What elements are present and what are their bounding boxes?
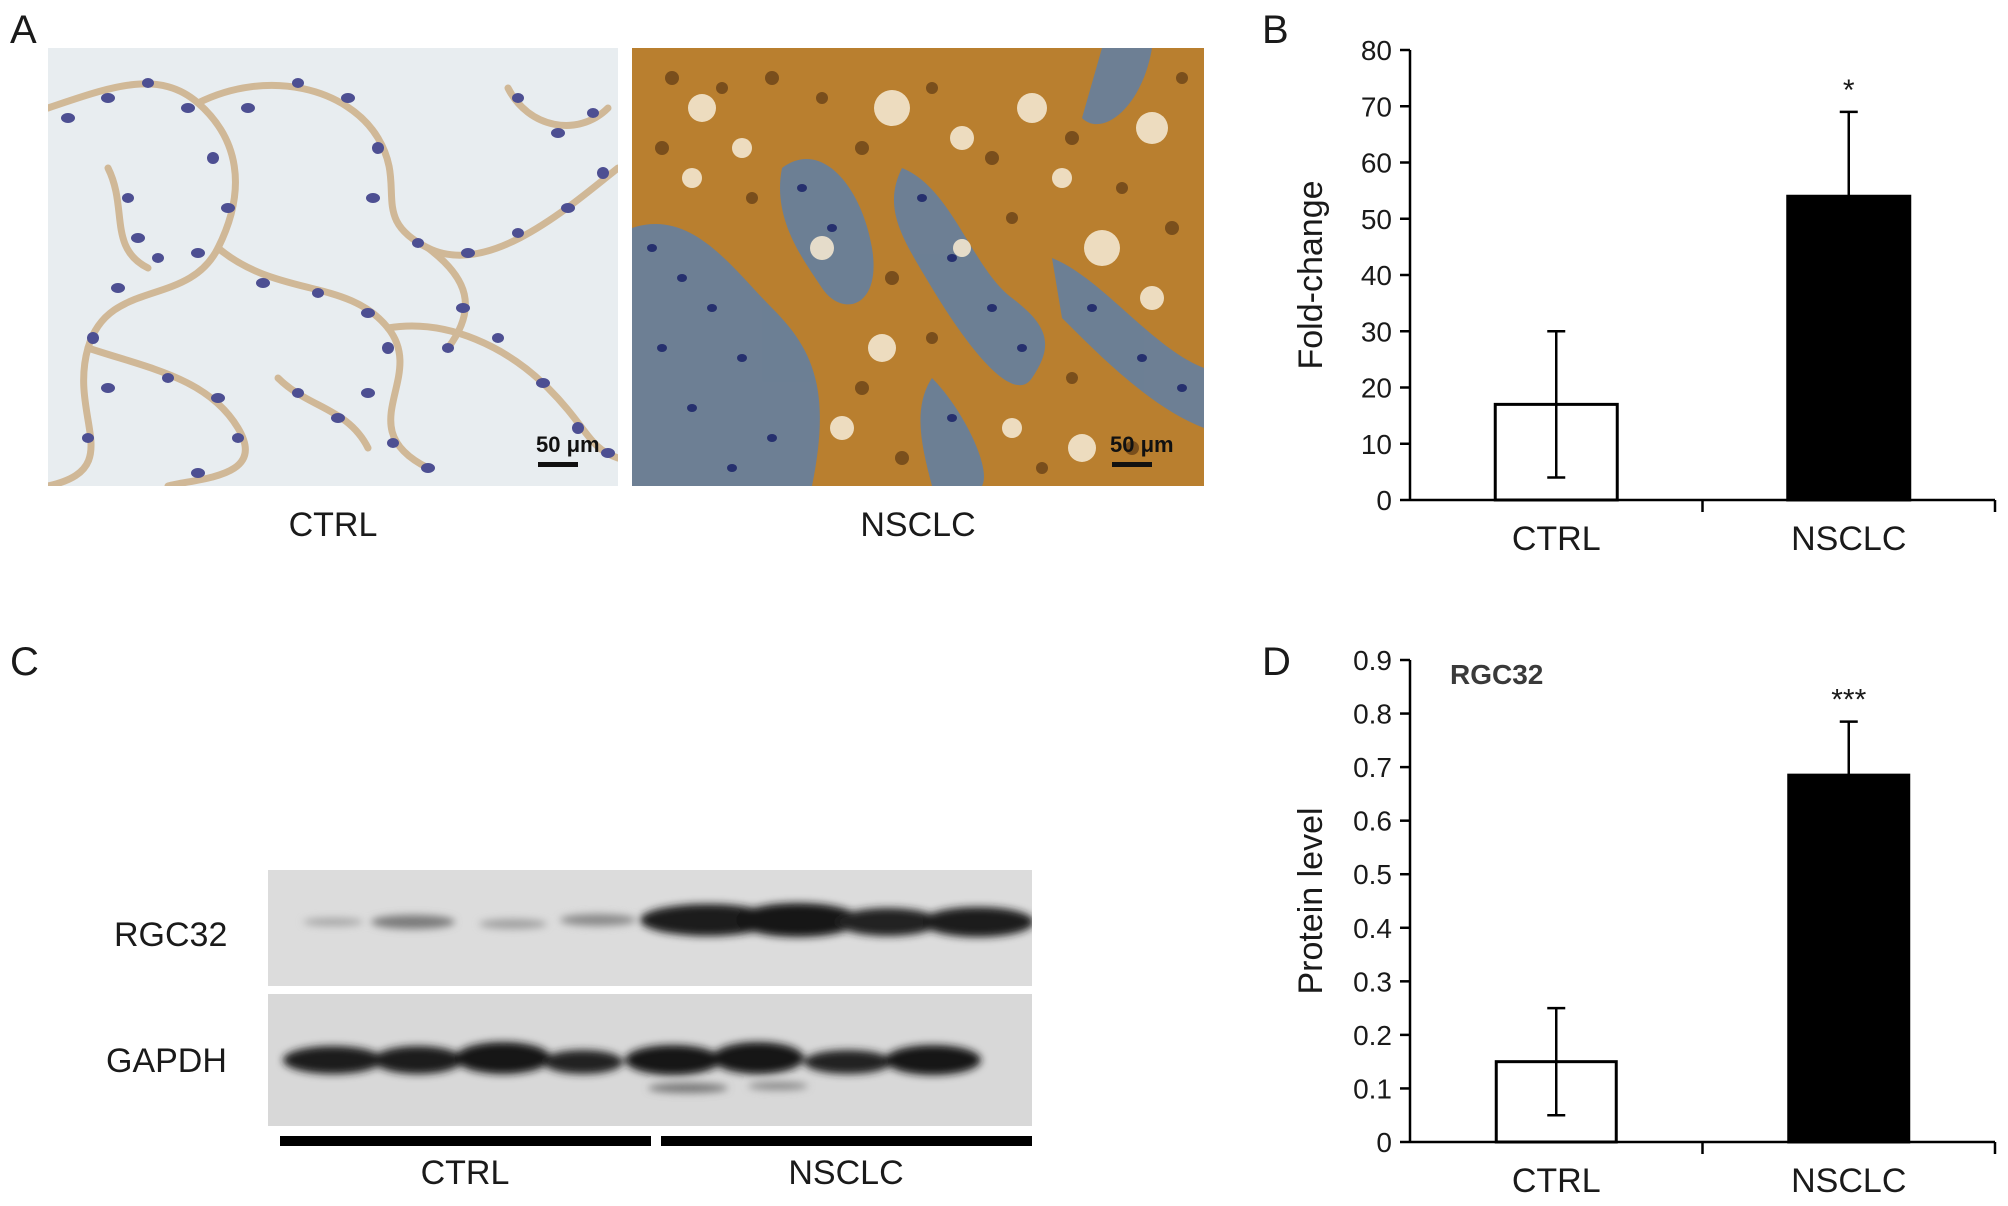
chart-b-significance-mark: *: [1843, 74, 1855, 107]
ctrl-scale-label: 50 μm: [536, 432, 600, 457]
rgc32-blot: [268, 870, 1034, 986]
chart-b-y-tick-label: 10: [1361, 429, 1392, 460]
panel-a-letter: A: [10, 8, 37, 52]
blot-ctrl-label: CTRL: [420, 1154, 510, 1192]
chart-d-y-axis-label: Protein level: [1292, 807, 1330, 994]
chart-d-significance-mark: ***: [1831, 684, 1866, 717]
chart-d-y-tick-label: 0.4: [1353, 913, 1392, 944]
chart-d-y-tick-label: 0.2: [1353, 1020, 1392, 1051]
fold-change-chart: 0 10 20 30 40 50 60 70 80 Fold-change CTRL NSCLC *: [1292, 35, 1997, 558]
chart-d-y-tick-label: 0.6: [1353, 806, 1392, 837]
ctrl-image-label: CTRL: [288, 506, 378, 544]
gapdh-blot: [268, 994, 1032, 1126]
chart-d-title: RGC32: [1450, 659, 1543, 690]
chart-d-category-label: NSCLC: [1791, 1162, 1906, 1200]
panel-c-letter: C: [10, 640, 39, 684]
chart-b-y-tick-label: 0: [1376, 485, 1392, 516]
nsclc-image-label: NSCLC: [860, 506, 976, 544]
nsclc-scale-bar: [1112, 462, 1152, 467]
chart-b-category-label: CTRL: [1512, 520, 1601, 558]
blot-nsclc-label: NSCLC: [788, 1154, 904, 1192]
chart-b-y-tick-label: 20: [1361, 373, 1392, 404]
chart-d-y-tick-label: 0.1: [1353, 1073, 1392, 1104]
chart-d-y-tick-label: 0.7: [1353, 752, 1392, 783]
chart-d-y-tick-label: 0.9: [1353, 645, 1392, 676]
chart-b-y-tick-label: 60: [1361, 148, 1392, 179]
panel-d-letter: D: [1262, 640, 1291, 684]
chart-b-category-label: NSCLC: [1791, 520, 1906, 558]
ctrl-micrograph: [48, 48, 618, 486]
chart-d-y-tick-label: 0.3: [1353, 966, 1392, 997]
chart-d-y-tick-label: 0.8: [1353, 699, 1392, 730]
chart-d-category-label: CTRL: [1512, 1162, 1601, 1200]
chart-b-y-tick-label: 80: [1361, 35, 1392, 66]
chart-b-y-tick-label: 50: [1361, 204, 1392, 235]
nsclc-group-line: [661, 1136, 1032, 1146]
protein-level-chart: 0 0.1 0.2 0.3 0.4 0.5 0.6 0.7 0.8 0.9 Protein leve…: [1292, 645, 1997, 1200]
panel-b-letter: B: [1262, 8, 1289, 52]
ctrl-scale-bar: [538, 462, 578, 467]
nsclc-scale-label: 50 μm: [1110, 432, 1174, 457]
chart-d-y-tick-label: 0: [1376, 1127, 1392, 1158]
chart-d-bar-nsclc: [1787, 773, 1911, 1144]
rgc32-row-label: RGC32: [114, 916, 228, 954]
nsclc-micrograph: [632, 48, 1204, 486]
chart-b-y-tick-label: 30: [1361, 316, 1392, 347]
chart-b-y-tick-label: 70: [1361, 91, 1392, 122]
gapdh-row-label: GAPDH: [106, 1042, 227, 1080]
ctrl-group-line: [280, 1136, 651, 1146]
chart-d-y-tick-label: 0.5: [1353, 859, 1392, 890]
chart-b-y-axis-label: Fold-change: [1292, 180, 1330, 369]
chart-b-y-tick-label: 40: [1361, 260, 1392, 291]
